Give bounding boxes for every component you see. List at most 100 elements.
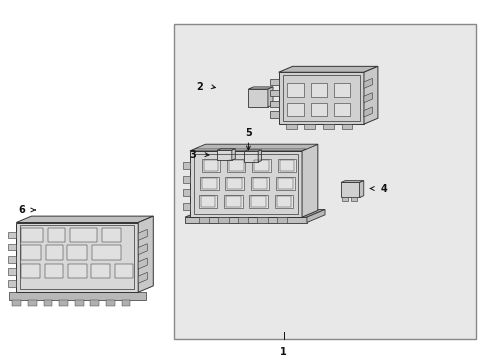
Bar <box>183 176 189 183</box>
Polygon shape <box>363 93 371 103</box>
Polygon shape <box>138 258 147 269</box>
Bar <box>341 124 351 130</box>
Bar <box>310 83 326 96</box>
Bar <box>254 160 268 171</box>
Bar <box>7 256 16 262</box>
Polygon shape <box>248 87 272 89</box>
Text: 1: 1 <box>280 347 286 357</box>
Bar <box>252 159 270 172</box>
Bar <box>249 195 267 208</box>
Polygon shape <box>138 216 153 292</box>
Bar <box>44 264 63 278</box>
Polygon shape <box>189 144 317 151</box>
Text: 5: 5 <box>244 129 251 139</box>
Bar <box>333 103 349 116</box>
Bar <box>173 24 475 339</box>
Bar <box>9 292 145 300</box>
Polygon shape <box>138 272 147 283</box>
Bar <box>341 198 347 201</box>
Bar <box>91 264 110 278</box>
Bar <box>21 245 41 260</box>
Bar <box>43 300 52 306</box>
Bar <box>225 177 244 190</box>
Bar <box>183 203 189 210</box>
Polygon shape <box>340 181 363 183</box>
Text: 4: 4 <box>380 184 387 194</box>
Bar <box>237 217 248 222</box>
Bar <box>251 196 265 207</box>
Bar <box>183 189 189 197</box>
Polygon shape <box>248 89 267 107</box>
Bar <box>203 160 218 171</box>
Polygon shape <box>269 100 278 107</box>
Bar <box>59 300 68 306</box>
Polygon shape <box>269 111 278 118</box>
Bar <box>304 124 315 130</box>
Text: 2: 2 <box>196 82 203 91</box>
Polygon shape <box>184 217 306 222</box>
Bar <box>279 160 294 171</box>
Polygon shape <box>244 151 258 162</box>
Bar <box>7 268 16 275</box>
Polygon shape <box>194 144 317 149</box>
Bar <box>257 217 267 222</box>
Polygon shape <box>258 150 261 162</box>
Bar <box>277 159 296 172</box>
Polygon shape <box>359 181 363 198</box>
Polygon shape <box>138 229 147 240</box>
Bar <box>68 264 86 278</box>
Bar <box>200 196 215 207</box>
Polygon shape <box>217 149 235 150</box>
Bar <box>227 178 242 189</box>
Polygon shape <box>267 87 272 107</box>
Bar <box>48 228 65 242</box>
Bar <box>350 198 356 201</box>
Polygon shape <box>231 149 235 160</box>
Polygon shape <box>16 216 153 222</box>
Polygon shape <box>363 78 371 88</box>
Bar <box>200 177 218 190</box>
Bar <box>102 228 121 242</box>
Polygon shape <box>217 150 231 160</box>
Polygon shape <box>363 107 371 117</box>
Bar <box>45 245 62 260</box>
Bar <box>274 195 293 208</box>
Bar <box>67 245 87 260</box>
Polygon shape <box>269 79 278 85</box>
Bar <box>250 177 269 190</box>
Bar <box>75 300 83 306</box>
Bar <box>92 245 121 260</box>
Bar <box>20 225 134 289</box>
Bar <box>115 264 133 278</box>
Bar <box>201 159 220 172</box>
Bar <box>106 300 115 306</box>
Bar <box>218 217 228 222</box>
Bar <box>70 228 97 242</box>
Bar <box>7 280 16 287</box>
Bar <box>276 217 287 222</box>
Bar <box>28 300 37 306</box>
Bar <box>122 300 130 306</box>
Polygon shape <box>138 244 147 255</box>
Polygon shape <box>340 183 359 198</box>
Bar <box>287 83 303 96</box>
Polygon shape <box>306 210 325 222</box>
Bar <box>333 83 349 96</box>
Text: 6: 6 <box>18 205 25 215</box>
Text: 3: 3 <box>188 149 195 159</box>
Polygon shape <box>278 66 377 72</box>
Bar <box>282 75 359 121</box>
Bar <box>228 160 243 171</box>
Bar <box>193 154 298 214</box>
Polygon shape <box>244 150 261 151</box>
Bar <box>224 195 242 208</box>
Polygon shape <box>363 66 377 124</box>
Bar <box>202 178 216 189</box>
Bar <box>310 103 326 116</box>
Bar <box>252 178 267 189</box>
Bar <box>12 300 21 306</box>
Bar <box>278 178 292 189</box>
Polygon shape <box>278 72 363 124</box>
Bar <box>21 264 40 278</box>
Polygon shape <box>189 151 302 217</box>
